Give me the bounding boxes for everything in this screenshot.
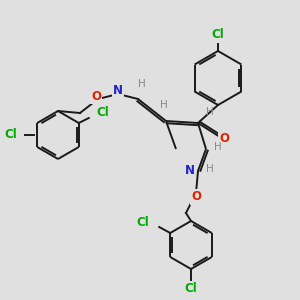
- Text: Cl: Cl: [184, 283, 197, 296]
- Text: Cl: Cl: [136, 217, 149, 230]
- Text: H: H: [138, 79, 146, 89]
- Text: O: O: [91, 89, 101, 103]
- Text: O: O: [191, 190, 201, 203]
- Text: H: H: [206, 164, 214, 174]
- Text: H: H: [160, 100, 168, 110]
- Text: Cl: Cl: [212, 28, 224, 41]
- Text: N: N: [185, 164, 195, 178]
- Text: O: O: [219, 133, 229, 146]
- Text: Cl: Cl: [4, 128, 17, 142]
- Text: Cl: Cl: [97, 106, 110, 119]
- Text: H: H: [206, 107, 214, 117]
- Text: N: N: [113, 85, 123, 98]
- Text: H: H: [214, 142, 222, 152]
